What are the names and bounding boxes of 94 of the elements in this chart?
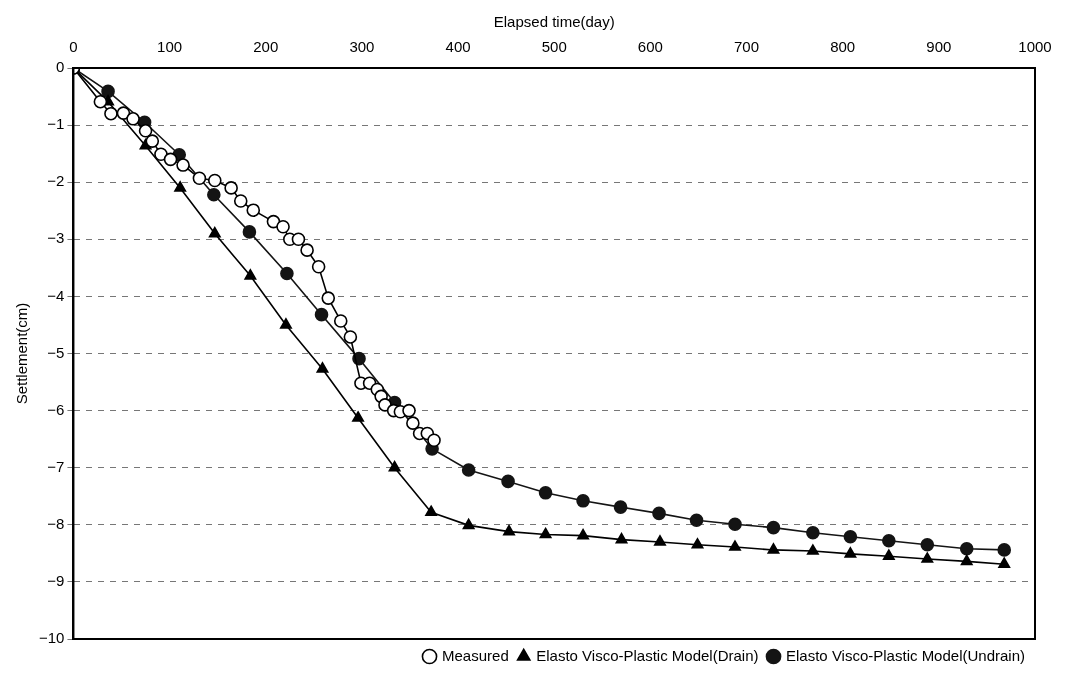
- point: [844, 547, 857, 558]
- point: [997, 543, 1012, 557]
- point: [843, 529, 858, 544]
- point: [427, 433, 441, 448]
- point: [691, 537, 704, 549]
- point: [576, 494, 590, 508]
- x-tick-label: 700: [734, 38, 760, 56]
- point: [276, 219, 290, 234]
- point: [246, 203, 261, 217]
- legend-label: Elasto Visco-Plastic Model(Undrain): [786, 646, 1025, 664]
- x-tick-label: 0: [69, 38, 78, 56]
- point: [959, 541, 974, 556]
- y-tick-label: −8: [47, 514, 65, 532]
- point: [538, 486, 553, 500]
- y-tick-label: −6: [47, 400, 65, 418]
- point: [116, 106, 131, 120]
- point: [425, 505, 438, 517]
- x-tick-label: 900: [926, 38, 952, 56]
- point: [176, 158, 190, 172]
- x-tick-label: 500: [541, 38, 567, 56]
- point: [321, 291, 336, 305]
- y-tick-label: −7: [47, 457, 65, 475]
- point: [163, 152, 178, 167]
- point: [145, 134, 160, 148]
- point: [154, 147, 168, 162]
- point: [652, 506, 666, 521]
- point: [126, 112, 140, 126]
- x-axis-title: Elapsed time(day): [493, 13, 615, 31]
- point: [767, 543, 780, 554]
- point: [501, 474, 515, 489]
- point: [728, 517, 742, 532]
- y-tick-label: −10: [38, 629, 65, 647]
- point: [882, 549, 895, 561]
- point: [462, 518, 475, 530]
- point: [577, 528, 590, 540]
- y-tick-label: −3: [47, 229, 65, 247]
- point: [806, 525, 820, 540]
- y-tick-label: −2: [47, 172, 65, 190]
- point: [208, 226, 221, 238]
- point: [654, 535, 666, 546]
- y-tick-label: −1: [47, 115, 65, 133]
- point: [461, 463, 476, 477]
- point: [174, 181, 187, 192]
- x-tick-label: 800: [830, 38, 856, 56]
- point: [920, 537, 935, 552]
- legend-label: Elasto Visco-Plastic Model(Drain): [536, 646, 759, 664]
- point: [352, 411, 365, 422]
- point: [224, 181, 238, 195]
- point: [207, 173, 222, 188]
- point: [882, 533, 896, 548]
- x-tick-label: 600: [637, 38, 663, 56]
- point: [388, 460, 401, 472]
- point: [300, 243, 314, 257]
- point: [279, 318, 292, 329]
- point: [280, 266, 294, 281]
- point: [244, 269, 257, 280]
- point: [104, 106, 118, 121]
- point: [333, 314, 348, 328]
- point: [93, 94, 108, 109]
- point: [998, 557, 1011, 568]
- point: [960, 554, 973, 566]
- y-tick-label: −4: [47, 286, 65, 304]
- y-tick-label: −5: [47, 343, 65, 361]
- y-tick-label: −9: [47, 572, 65, 590]
- x-tick-label: 1000: [1018, 38, 1052, 56]
- point: [503, 524, 516, 536]
- point: [233, 194, 248, 208]
- point: [921, 552, 934, 563]
- point: [343, 330, 358, 344]
- x-tick-label: 400: [445, 38, 471, 56]
- point: [291, 232, 306, 247]
- point: [613, 500, 628, 514]
- point: [311, 259, 326, 274]
- y-tick-label: 0: [56, 58, 65, 76]
- point: [314, 307, 329, 322]
- y-axis-title: Settlement(cm): [13, 302, 31, 405]
- point: [192, 171, 207, 185]
- point: [689, 513, 704, 528]
- point: [806, 544, 819, 555]
- point: [729, 540, 741, 551]
- point: [138, 124, 153, 138]
- x-tick-label: 100: [157, 38, 183, 56]
- point: [207, 187, 221, 202]
- x-tick-label: 200: [253, 38, 279, 56]
- point: [766, 520, 781, 535]
- point: [402, 403, 416, 418]
- point: [539, 527, 552, 539]
- legend-label: Measured: [442, 646, 509, 664]
- x-tick-label: 300: [349, 38, 375, 56]
- point: [316, 362, 329, 373]
- point: [101, 84, 115, 99]
- point: [242, 225, 257, 239]
- point: [406, 416, 420, 430]
- point: [615, 532, 628, 544]
